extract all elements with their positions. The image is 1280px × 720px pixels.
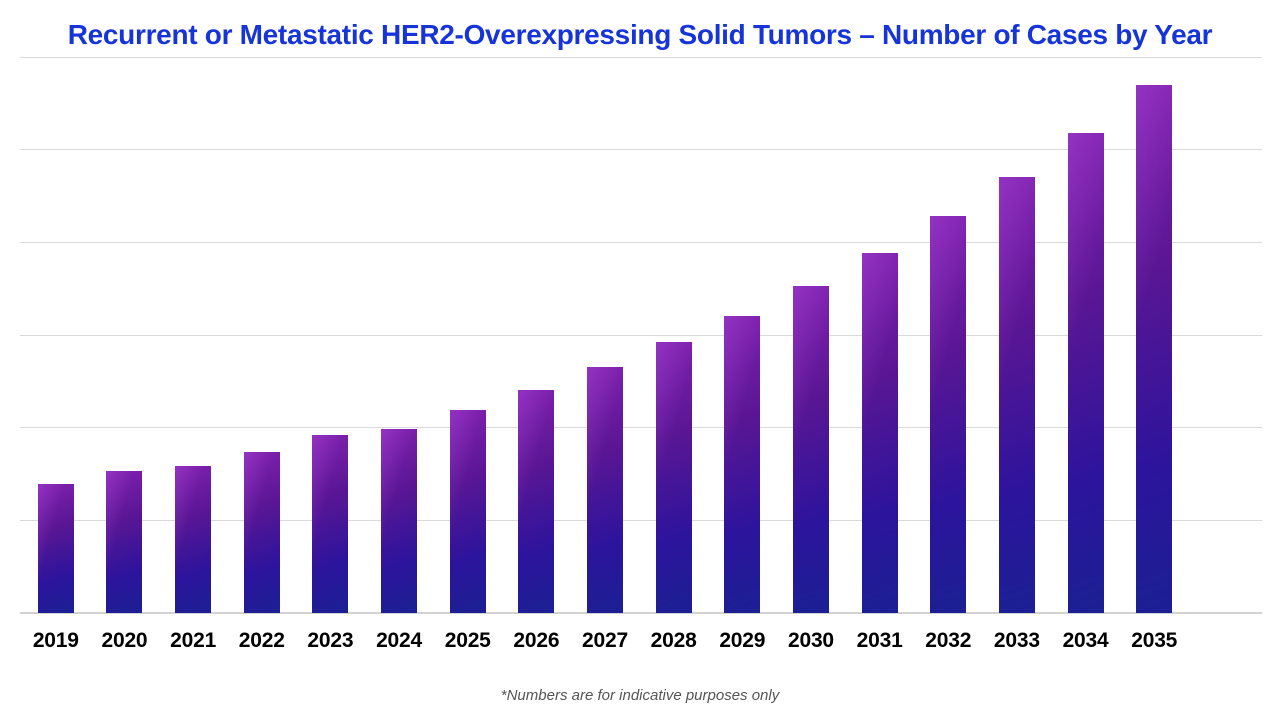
chart-title: Recurrent or Metastatic HER2-Overexpress…: [67, 19, 1213, 50]
x-label-2032: 2032: [925, 629, 972, 652]
bar-2029: [724, 315, 761, 613]
x-label-2019: 2019: [32, 629, 79, 652]
x-label-2020: 2020: [101, 629, 148, 652]
x-label-2023: 2023: [307, 629, 354, 652]
gridline: [20, 427, 1262, 429]
gridline: [20, 149, 1262, 151]
x-label-2030: 2030: [787, 629, 834, 652]
bar-2027: [587, 366, 623, 613]
bar-2025: [449, 410, 486, 613]
bar-2024: [381, 428, 418, 613]
bar-2030: [792, 285, 829, 613]
bar-2033: [998, 177, 1035, 613]
x-label-2031: 2031: [856, 629, 903, 652]
x-label-2033: 2033: [993, 629, 1040, 652]
gridline: [20, 519, 1262, 521]
plot-area: 2019 2020 2021 2022 2023 2024 2025 2026 2027 2028…: [20, 56, 1262, 652]
bar-2020: [106, 471, 143, 613]
x-axis-line: [20, 612, 1262, 614]
bar-2021: [175, 465, 212, 613]
gridline: [20, 334, 1262, 336]
x-label-2021: 2021: [170, 629, 217, 652]
x-label-2027: 2027: [582, 629, 628, 652]
gridline: [20, 56, 1262, 58]
x-label-2024: 2024: [376, 629, 422, 652]
bar-2019: [37, 484, 74, 613]
footnote: *Numbers are for indicative purposes onl…: [500, 687, 780, 704]
x-label-2022: 2022: [238, 629, 285, 652]
x-label-2025: 2025: [444, 629, 491, 652]
x-label-2028: 2028: [650, 629, 697, 652]
bar-2034: [1067, 133, 1104, 613]
x-label-2029: 2029: [719, 629, 766, 652]
x-label-2026: 2026: [513, 629, 560, 652]
x-label-2035: 2035: [1131, 629, 1178, 652]
bar-2035: [1136, 84, 1173, 613]
bar-2032: [930, 216, 967, 613]
gridline: [20, 241, 1262, 243]
x-label-2034: 2034: [1062, 629, 1109, 652]
bar-2031: [861, 253, 898, 613]
bar-2026: [518, 389, 555, 613]
bar-2028: [655, 342, 692, 613]
bar-2023: [312, 435, 349, 613]
bar-2022: [243, 451, 280, 613]
